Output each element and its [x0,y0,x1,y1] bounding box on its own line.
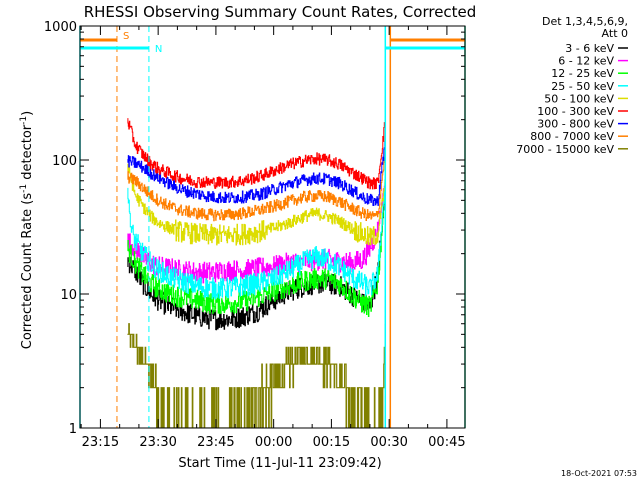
series-line-25-50-kev [127,177,386,300]
x-tick-label: 00:30 [370,435,407,450]
y-axis-label-sup2: -1 [19,116,29,125]
series-line-7000-15000-kev [127,323,386,428]
footer-timestamp: 18-Oct-2021 07:53 [561,469,637,478]
series-line-300-800-kev [127,141,386,206]
legend-entry-label: 300 - 800 keV [537,118,614,131]
series-line-12-25-kev [127,186,386,317]
x-axis-label: Start Time (11-Jul-11 23:09:42) [178,456,381,471]
series-line-800-7000-kev [127,148,386,222]
x-tick-label: 23:45 [197,435,234,450]
legend-entry-label: 800 - 7000 keV [530,130,614,143]
series-line-50-100-kev [127,163,386,246]
y-axis-label-end: ) [20,111,35,116]
x-tick-label: 23:30 [139,435,176,450]
y-tick-label: 1000 [44,20,77,35]
flag-label-n: N [155,44,162,55]
legend-header-line: Det 1,3,4,5,6,9, [542,15,628,28]
legend-entry-label: 7000 - 15000 keV [516,143,614,156]
legend-header-line: Att 0 [602,27,628,40]
plot-frame [79,25,466,429]
y-axis-label-main: Corrected Count Rate (s [20,193,35,350]
axes-group: 1 10 100 1000 23:15 23:30 23:45 00:00 00:15 00:30… [44,20,466,450]
legend-entry-label: 100 - 300 keV [537,105,614,118]
legend-entry-label: 6 - 12 keV [558,55,614,68]
legend-entry-label: 50 - 100 keV [544,92,614,105]
x-tick-label: 00:45 [428,435,465,450]
x-tick-label: 23:15 [82,435,119,450]
y-axis-label-sup1: -1 [19,184,29,193]
series-line-6-12-kev [127,180,386,284]
y-tick-label: 1 [69,422,77,437]
y-tick-label: 10 [60,288,77,303]
legend-entry-label: 25 - 50 keV [551,80,614,93]
data-series-group [127,118,386,428]
x-tick-label: 00:15 [313,435,350,450]
y-axis-label-mid: detector [20,124,35,184]
y-tick-label: 100 [52,154,77,169]
flag-label-s: S [123,31,129,42]
legend-entry-label: 3 - 6 keV [565,42,614,55]
series-line-100-300-kev [127,118,386,190]
chart-title: RHESSI Observing Summary Count Rates, Co… [84,3,477,21]
y-axis-label: Corrected Count Rate (s-1 detector-1) [19,111,35,349]
legend-entry-label: 12 - 25 keV [551,67,614,80]
x-tick-label: 00:00 [255,435,292,450]
